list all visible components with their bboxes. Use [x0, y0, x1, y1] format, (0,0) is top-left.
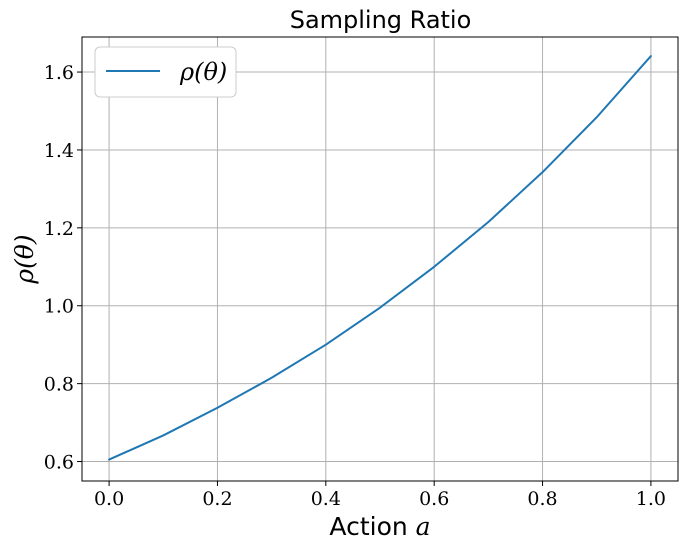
x-tick-layer: 0.0 0.2 0.4 0.6 0.8 1.0 — [94, 481, 666, 510]
plot-frame — [81, 36, 679, 482]
chart-title: Sampling Ratio — [290, 6, 472, 34]
x-tick-label: 0.4 — [311, 488, 341, 510]
y-tick-label: 1.6 — [44, 62, 74, 84]
series-line — [108, 55, 652, 461]
x-tick-label: 0.0 — [94, 488, 124, 510]
grid-layer — [82, 37, 678, 481]
x-tick-label: 0.2 — [202, 488, 232, 510]
legend-box — [94, 46, 237, 98]
series-layer — [108, 55, 652, 461]
y-tick-layer: 0.6 0.8 1.0 1.2 1.4 1.6 — [44, 62, 82, 474]
y-axis-label: ρ(θ) — [10, 234, 39, 284]
y-tick-label: 1.4 — [44, 140, 74, 162]
x-axis-label: Action a — [329, 512, 430, 541]
x-tick-label: 1.0 — [636, 488, 666, 510]
legend-label: ρ(θ) — [179, 58, 227, 86]
x-tick-label: 0.8 — [527, 488, 557, 510]
y-tick-label: 1.0 — [44, 296, 74, 318]
y-tick-label: 1.2 — [44, 218, 74, 240]
y-tick-label: 0.8 — [44, 374, 74, 396]
legend: ρ(θ) — [94, 46, 237, 98]
y-tick-label: 0.6 — [44, 452, 74, 474]
x-axis-label-text: Action — [329, 512, 407, 541]
x-tick-label: 0.6 — [419, 488, 449, 510]
x-axis-label-math: a — [416, 512, 431, 541]
